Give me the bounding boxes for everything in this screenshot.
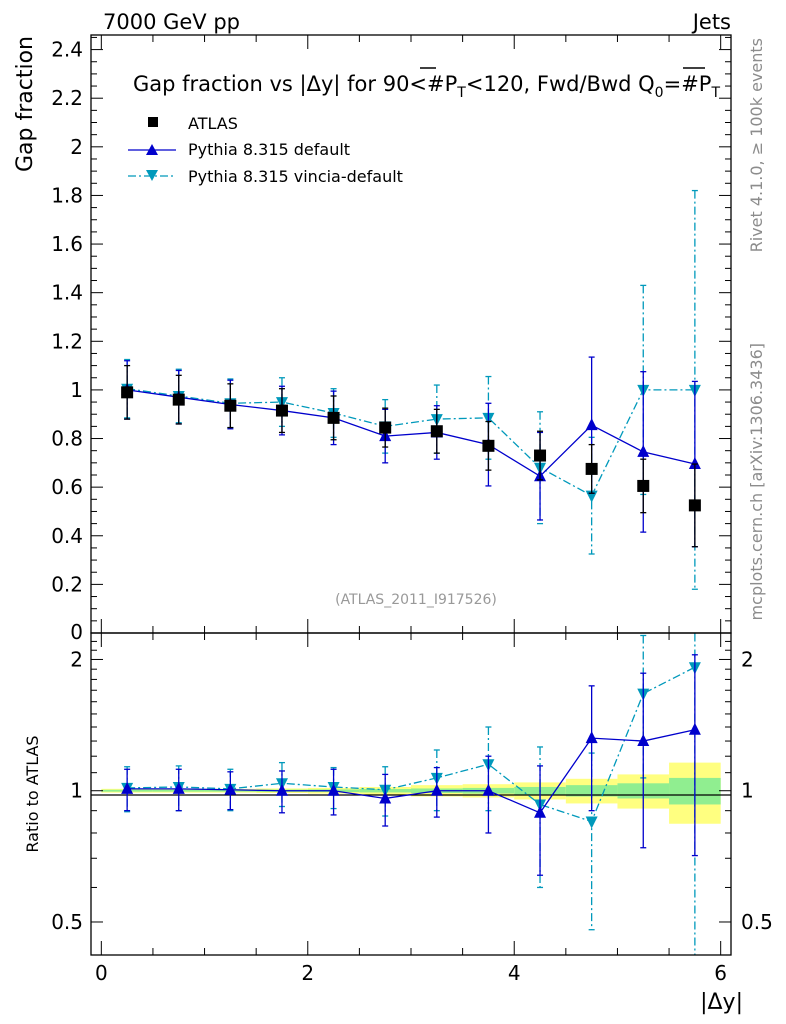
- atlas-point-2: [224, 399, 237, 412]
- title-part-a: Gap fraction vs |Δy| for 90<#: [133, 72, 445, 97]
- ratio-plot-data: [121, 633, 701, 955]
- legend-label-atlas: ATLAS: [188, 114, 238, 133]
- atlas-point-1: [172, 393, 185, 406]
- axes: 0.2 0.4 0.6 0.8 1 1.2 1.4 1.6 1.8 2 2.2 2.4 0 0.5 0.5 1…: [51, 35, 773, 985]
- top-ytick-label-4: 1: [70, 378, 83, 402]
- title-p2: P: [699, 72, 712, 96]
- atlas-point-7: [482, 439, 495, 452]
- legend-label-default: Pythia 8.315 default: [188, 140, 350, 159]
- chart-title: Gap fraction vs |Δy| for 90<#PT<120, Fwd…: [133, 72, 720, 101]
- top-ytick-label-9: 2: [70, 135, 83, 159]
- bot-ytick-label-right-2: 2: [741, 647, 754, 671]
- title-sub2: T: [710, 85, 720, 101]
- header-right: Jets: [691, 10, 731, 34]
- title-p1: P: [445, 72, 458, 96]
- ratio-default-point-10: [637, 734, 650, 747]
- side-label-rivet: Rivet 4.1.0, ≥ 100k events: [747, 38, 766, 252]
- top-ytick-label-6: 1.4: [51, 281, 83, 305]
- atlas-point-6: [430, 425, 443, 438]
- top-ytick-label-5: 1.2: [51, 329, 83, 353]
- ratio-default-point-9: [585, 731, 598, 744]
- top-ytick-label-7: 1.6: [51, 232, 83, 256]
- ratio-default-point-2: [224, 782, 237, 795]
- ratio-default-point-3: [275, 783, 288, 796]
- title-sub1: T: [456, 85, 466, 101]
- ratio-default-point-11: [688, 722, 701, 735]
- vincia-line: [127, 388, 695, 497]
- side-label-mcplots: mcplots.cern.ch [arXiv:1306.3436]: [747, 343, 766, 620]
- bot-ytick-label-right-1: 1: [741, 779, 754, 803]
- watermark: (ATLAS_2011_I917526): [335, 592, 497, 608]
- atlas-point-8: [534, 449, 547, 462]
- ratio-default-point-6: [430, 783, 443, 796]
- bot-xtick-label-0: 0: [95, 961, 108, 985]
- legend-label-vincia: Pythia 8.315 vincia-default: [188, 167, 403, 186]
- y-axis-label-bottom: Ratio to ATLAS: [23, 735, 42, 852]
- bot-xtick-label-2: 4: [508, 961, 521, 985]
- ratio-plot-frame: [90, 632, 732, 956]
- default-point-9: [585, 418, 598, 431]
- ratio-default-point-8: [534, 805, 547, 818]
- legend: ATLAS Pythia 8.315 default Pythia 8.315 …: [128, 114, 403, 186]
- bot-xtick-label-3: 6: [714, 961, 727, 985]
- ratio-default-line: [127, 729, 696, 814]
- top-ytick-label-0: 0.2: [51, 572, 83, 596]
- title-part-b: <120, Fwd/Bwd Q: [466, 72, 655, 96]
- default-line: [127, 389, 696, 478]
- header-left: 7000 GeV pp: [103, 10, 240, 34]
- atlas-point-11: [688, 499, 701, 512]
- ratio-default-point-4: [327, 783, 340, 796]
- top-ytick-label-3: 0.8: [51, 427, 83, 451]
- default-point-11: [688, 457, 701, 470]
- legend-marker-default: [146, 144, 158, 155]
- atlas-point-9: [585, 462, 598, 475]
- top-ytick-label-1: 0.4: [51, 524, 83, 548]
- atlas-point-3: [275, 404, 288, 417]
- atlas-point-4: [327, 411, 340, 424]
- ratio-vincia-point-9: [585, 816, 598, 829]
- main-plot-frame: [90, 34, 732, 634]
- top-ytick-label-11: 2.4: [51, 38, 83, 62]
- ratio-default-point-1: [172, 781, 185, 794]
- default-point-10: [637, 444, 650, 457]
- legend-marker-atlas: [148, 117, 158, 127]
- ratio-default-point-5: [379, 791, 392, 804]
- bot-ytick-label-2: 2: [70, 647, 83, 671]
- atlas-point-10: [637, 479, 650, 492]
- title-sub0: 0: [655, 85, 664, 101]
- ratio-bands: [101, 762, 721, 824]
- legend-marker-vincia: [146, 170, 158, 181]
- top-ytick-label-zero: 0: [70, 620, 83, 644]
- ratio-default-point-7: [482, 783, 495, 796]
- bot-ytick-label-right-0: 0.5: [741, 910, 773, 934]
- bot-ytick-label-0: 0.5: [51, 910, 83, 934]
- main-plot-data: [121, 189, 701, 590]
- bot-ytick-label-1: 1: [70, 779, 83, 803]
- atlas-point-0: [121, 386, 134, 399]
- title-part-c: =#: [664, 72, 699, 96]
- top-ytick-label-8: 1.8: [51, 183, 83, 207]
- atlas-point-5: [379, 421, 392, 434]
- ratio-default-point-0: [121, 781, 134, 794]
- x-axis-label: |Δy|: [700, 990, 743, 1015]
- top-ytick-label-10: 2.2: [51, 86, 83, 110]
- y-axis-label-top: Gap fraction: [13, 36, 38, 172]
- bot-xtick-label-1: 2: [301, 961, 314, 985]
- top-ytick-label-2: 0.6: [51, 475, 83, 499]
- ratio-vincia-line: [127, 666, 696, 823]
